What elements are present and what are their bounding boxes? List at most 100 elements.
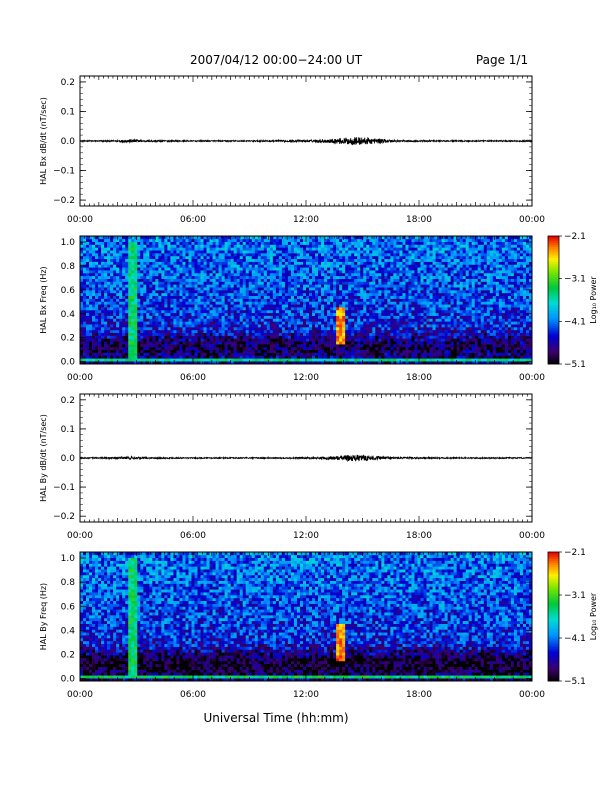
spectrogram-cell bbox=[258, 304, 261, 307]
spectrogram-cell bbox=[255, 310, 258, 313]
spectrogram-cell bbox=[243, 327, 246, 330]
spectrogram-cell bbox=[198, 301, 201, 304]
spectrogram-cell bbox=[372, 287, 375, 290]
spectrogram-cell bbox=[131, 347, 134, 350]
spectrogram-cell bbox=[164, 307, 167, 310]
spectrogram-cell bbox=[92, 327, 95, 330]
spectrogram-cell bbox=[348, 304, 351, 307]
spectrogram-cell bbox=[315, 296, 318, 299]
spectrogram-cell bbox=[104, 318, 107, 321]
spectrogram-cell bbox=[134, 293, 137, 296]
spectrogram-cell bbox=[252, 355, 255, 358]
spectrogram-cell bbox=[345, 310, 348, 313]
spectrogram-cell bbox=[213, 239, 216, 242]
spectrogram-cell bbox=[219, 338, 222, 341]
spectrogram-cell bbox=[246, 287, 249, 290]
spectrogram-cell bbox=[98, 327, 101, 330]
spectrogram-cell bbox=[204, 324, 207, 327]
spectrogram-cell bbox=[372, 276, 375, 279]
spectrogram-cell bbox=[240, 355, 243, 358]
spectrogram-cell bbox=[285, 290, 288, 293]
spectrogram-cell bbox=[237, 358, 240, 361]
spectrogram-cell bbox=[357, 321, 360, 324]
spectrogram-cell bbox=[267, 350, 270, 353]
spectrogram-cell bbox=[312, 284, 315, 287]
spectrogram-cell bbox=[276, 330, 279, 333]
spectrogram-cell bbox=[167, 358, 170, 361]
spectrogram-cell bbox=[219, 273, 222, 276]
spectrogram-cell bbox=[234, 279, 237, 282]
spectrogram-cell bbox=[164, 256, 167, 259]
spectrogram-cell bbox=[387, 299, 390, 302]
spectrogram-cell bbox=[107, 245, 110, 248]
spectrogram-cell bbox=[351, 347, 354, 350]
spectrogram-cell bbox=[110, 253, 113, 256]
spectrogram-cell bbox=[161, 321, 164, 324]
spectrogram-cell bbox=[173, 341, 176, 344]
spectrogram-cell bbox=[360, 313, 363, 316]
spectrogram-cell bbox=[345, 353, 348, 356]
spectrogram-cell bbox=[330, 347, 333, 350]
spectrogram-cell bbox=[198, 304, 201, 307]
spectrogram-cell bbox=[234, 264, 237, 267]
spectrogram-cell bbox=[372, 282, 375, 285]
spectrogram-cell bbox=[258, 307, 261, 310]
spectrogram-cell bbox=[191, 321, 194, 324]
spectrogram-cell bbox=[261, 242, 264, 245]
spectrogram-cell bbox=[98, 245, 101, 248]
spectrogram-cell bbox=[216, 347, 219, 350]
spectrogram-cell bbox=[225, 333, 228, 336]
spectrogram-cell bbox=[107, 355, 110, 358]
spectrogram-cell bbox=[279, 353, 282, 356]
spectrogram-cell bbox=[351, 259, 354, 262]
spectrogram-cell bbox=[179, 256, 182, 259]
spectrogram-cell bbox=[264, 321, 267, 324]
spectrogram-cell bbox=[210, 299, 213, 302]
spectrogram-cell bbox=[182, 327, 185, 330]
spectrogram-cell bbox=[381, 358, 384, 361]
spectrogram-cell bbox=[213, 341, 216, 344]
spectrogram-cell bbox=[240, 307, 243, 310]
spectrogram-cell bbox=[240, 347, 243, 350]
spectrogram-cell bbox=[86, 321, 89, 324]
spectrogram-cell bbox=[110, 344, 113, 347]
spectrogram-cell bbox=[149, 355, 152, 358]
spectrogram-cell bbox=[210, 290, 213, 293]
spectrogram-cell bbox=[89, 264, 92, 267]
spectrogram-cell bbox=[234, 293, 237, 296]
spectrogram-cell bbox=[198, 253, 201, 256]
spectrogram-cell bbox=[354, 270, 357, 273]
spectrogram-cell bbox=[369, 330, 372, 333]
spectrogram-cell bbox=[255, 273, 258, 276]
spectrogram-cell bbox=[363, 264, 366, 267]
spectrogram-cell bbox=[291, 353, 294, 356]
spectrogram-cell bbox=[246, 239, 249, 242]
dbdt-trace-panel-1 bbox=[80, 137, 532, 145]
spectrogram-cell bbox=[216, 318, 219, 321]
spectrogram-cell bbox=[119, 273, 122, 276]
spectrogram-cell bbox=[149, 267, 152, 270]
spectrogram-cell bbox=[240, 267, 243, 270]
spectrogram-cell bbox=[155, 321, 158, 324]
spectrogram-cell bbox=[204, 264, 207, 267]
spectrogram-cell bbox=[363, 262, 366, 265]
spectrogram-cell bbox=[110, 282, 113, 285]
spectrogram-cell bbox=[134, 355, 137, 358]
spectrogram-cell bbox=[228, 321, 231, 324]
spectrogram-cell bbox=[315, 301, 318, 304]
spectrogram-cell bbox=[83, 347, 86, 350]
spectrogram-cell bbox=[89, 287, 92, 290]
spectrogram-cell bbox=[309, 293, 312, 296]
spectrogram-cell bbox=[264, 310, 267, 313]
spectrogram-cell bbox=[113, 270, 116, 273]
spectrogram-cell bbox=[354, 333, 357, 336]
spectrogram-cell bbox=[173, 247, 176, 250]
spectrogram-cell bbox=[327, 239, 330, 242]
spectrogram-cell bbox=[152, 273, 155, 276]
spectrogram-cell bbox=[363, 310, 366, 313]
spectrogram-cell bbox=[384, 247, 387, 250]
spectrogram-cell bbox=[339, 279, 342, 282]
spectrogram-cell bbox=[158, 330, 161, 333]
spectrogram-cell bbox=[333, 253, 336, 256]
spectrogram-cell bbox=[101, 262, 104, 265]
